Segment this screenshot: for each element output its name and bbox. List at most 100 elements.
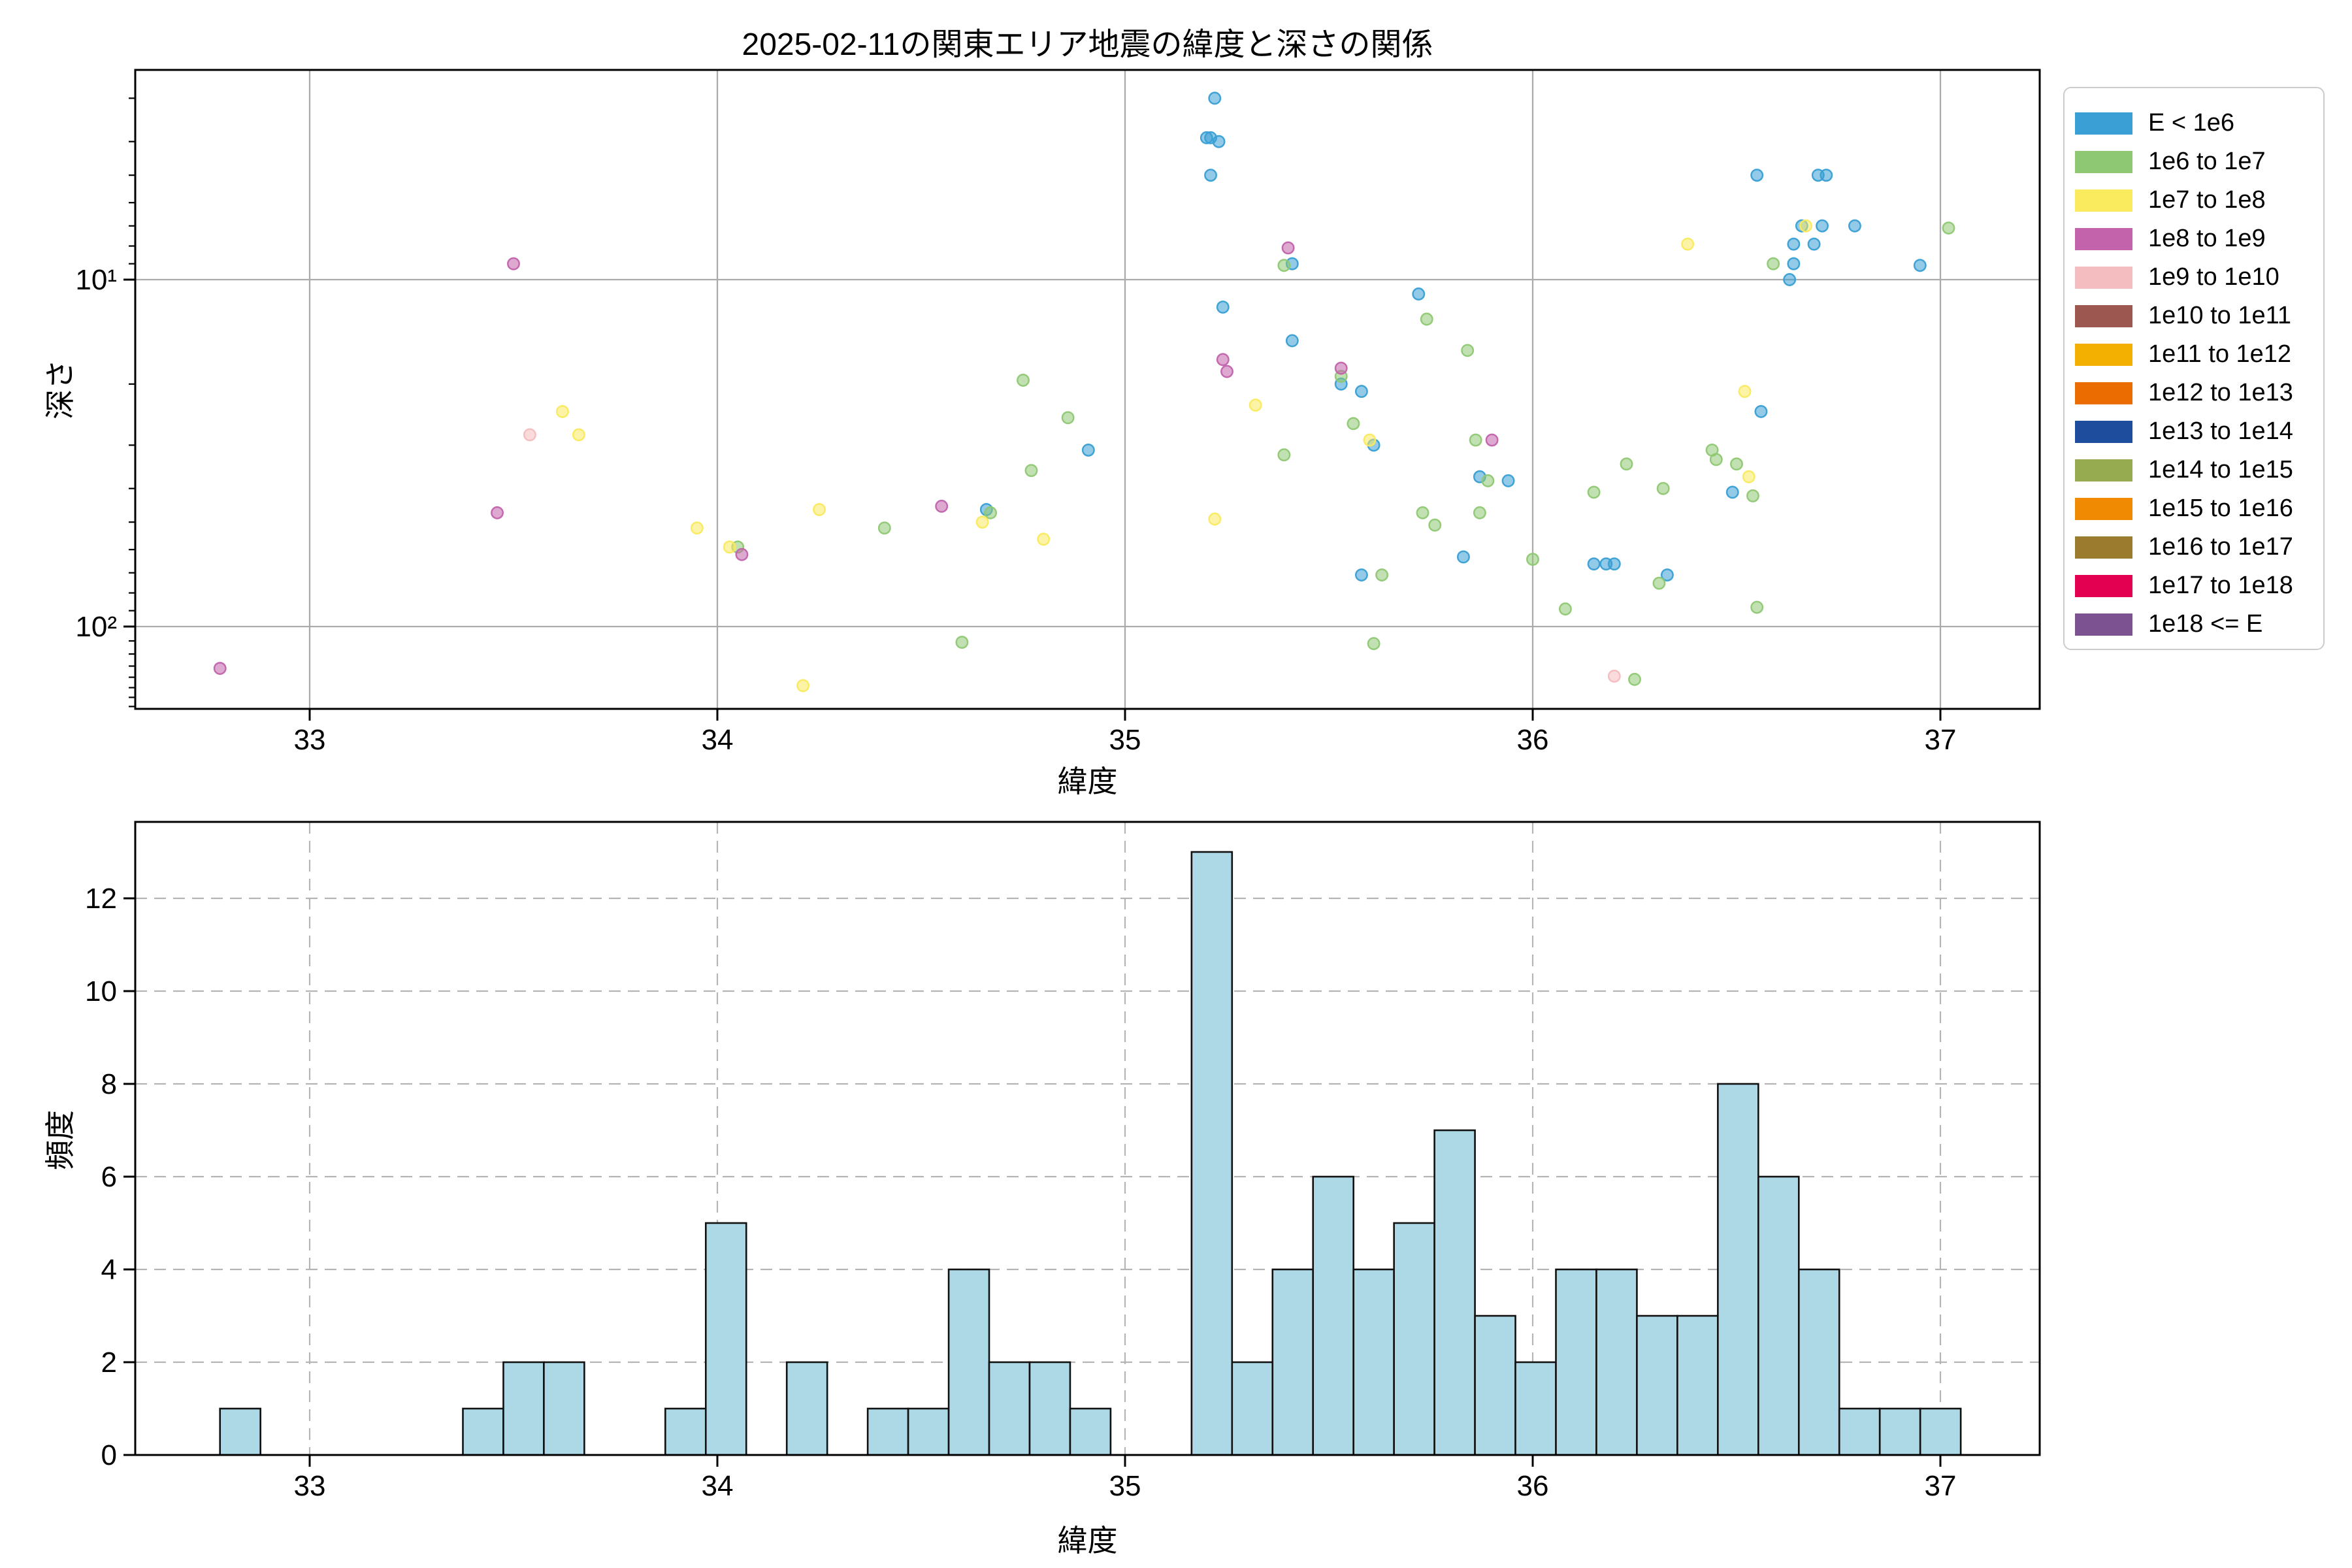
scatter-point — [1783, 273, 1797, 286]
scatter-point — [1220, 365, 1233, 378]
legend-label: 1e18 <= E — [2148, 610, 2263, 638]
scatter-point — [1469, 433, 1482, 447]
histogram-y-tick-label: 6 — [101, 1161, 117, 1193]
scatter-point — [1767, 257, 1780, 270]
scatter-point — [1024, 464, 1038, 478]
legend-swatch — [2075, 266, 2132, 289]
scatter-point — [1281, 241, 1295, 255]
scatter-point — [1249, 399, 1262, 412]
histogram-bar — [1878, 1407, 1921, 1456]
scatter-point — [1501, 474, 1515, 487]
scatter-point — [1081, 443, 1095, 457]
histogram-bar — [1636, 1315, 1678, 1456]
scatter-point — [1746, 489, 1759, 502]
scatter-point — [723, 540, 736, 554]
scatter-point — [1620, 457, 1633, 471]
scatter-point — [1461, 344, 1475, 357]
histogram-bar — [1838, 1407, 1881, 1456]
scatter-point — [491, 506, 504, 519]
scatter-point — [1485, 433, 1499, 447]
scatter-point — [1750, 169, 1764, 182]
histogram-bar — [1919, 1407, 1962, 1456]
histogram-bar — [1797, 1268, 1840, 1456]
legend-swatch — [2075, 189, 2132, 212]
scatter-x-tick-label: 33 — [294, 724, 326, 756]
histogram-bar — [1190, 851, 1233, 1456]
scatter-point — [735, 547, 749, 561]
scatter-point — [1607, 669, 1621, 683]
legend-label: 1e6 to 1e7 — [2148, 148, 2266, 175]
histogram-bar — [1676, 1315, 1719, 1456]
legend-label: 1e8 to 1e9 — [2148, 225, 2266, 252]
histogram-y-tick-label: 4 — [101, 1254, 117, 1286]
legend-item: 1e11 to 1e12 — [2075, 335, 2323, 374]
legend-label: 1e9 to 1e10 — [2148, 263, 2279, 291]
scatter-point — [1363, 433, 1377, 447]
histogram-bar — [947, 1268, 990, 1456]
scatter-point — [1354, 568, 1368, 581]
histogram-y-tick-label: 0 — [101, 1439, 117, 1471]
legend-item: 1e10 to 1e11 — [2075, 297, 2323, 335]
scatter-point — [572, 428, 585, 442]
histogram-y-tick-label: 10 — [85, 975, 117, 1007]
legend-item: 1e12 to 1e13 — [2075, 374, 2323, 412]
scatter-point — [1212, 135, 1226, 148]
scatter-point — [1416, 506, 1429, 519]
scatter-point — [1660, 568, 1674, 581]
scatter-point — [1481, 474, 1495, 487]
legend-swatch — [2075, 304, 2132, 327]
legend-label: 1e13 to 1e14 — [2148, 417, 2293, 445]
legend-label: E < 1e6 — [2148, 109, 2235, 137]
scatter-point — [1208, 91, 1222, 105]
legend-swatch — [2075, 150, 2132, 173]
legend-item: 1e13 to 1e14 — [2075, 412, 2323, 451]
scatter-point — [213, 662, 227, 675]
histogram-bar — [1312, 1175, 1354, 1456]
scatter-point — [1738, 385, 1752, 399]
histogram-bar — [704, 1222, 747, 1456]
legend-swatch — [2075, 382, 2132, 404]
scatter-point — [1607, 557, 1621, 571]
legend-swatch — [2075, 574, 2132, 597]
legend: E < 1e6 1e6 to 1e7 1e7 to 1e8 1e8 to 1e9 1e9… — [2063, 87, 2325, 650]
scatter-point — [1587, 485, 1601, 499]
histogram-bar — [785, 1361, 828, 1456]
histogram-x-tick-label: 36 — [1517, 1470, 1549, 1502]
histogram-bar — [1028, 1361, 1071, 1456]
histogram-bar — [866, 1407, 909, 1456]
scatter-point — [1216, 353, 1230, 367]
legend-label: 1e7 to 1e8 — [2148, 186, 2266, 214]
histogram-x-tick-label: 35 — [1109, 1470, 1141, 1502]
histogram-axes-frame — [134, 821, 2041, 1456]
scatter-point — [1456, 550, 1470, 564]
legend-item: E < 1e6 — [2075, 104, 2323, 142]
scatter-point — [1216, 301, 1230, 314]
scatter-point — [1354, 385, 1368, 399]
legend-item: 1e17 to 1e18 — [2075, 566, 2323, 605]
legend-item: 1e7 to 1e8 — [2075, 181, 2323, 220]
scatter-point — [1375, 568, 1389, 581]
histogram-y-axis-label: 頻度 — [43, 1110, 77, 1170]
legend-item: 1e9 to 1e10 — [2075, 258, 2323, 297]
histogram-bar — [907, 1407, 950, 1456]
scatter-point — [1204, 169, 1217, 182]
scatter-point — [1725, 485, 1739, 499]
scatter-x-tick-label: 36 — [1517, 724, 1549, 756]
scatter-point — [1420, 312, 1433, 326]
scatter-point — [1334, 361, 1348, 375]
legend-label: 1e11 to 1e12 — [2148, 340, 2292, 368]
legend-label: 1e12 to 1e13 — [2148, 379, 2293, 406]
histogram-bar — [1757, 1175, 1800, 1456]
scatter-point — [1277, 448, 1291, 462]
scatter-point — [1730, 457, 1743, 471]
legend-label: 1e15 to 1e16 — [2148, 495, 2293, 522]
histogram-bar — [988, 1361, 1031, 1456]
figure-title: 2025-02-11の関東エリア地震の緯度と深さの関係 — [742, 27, 1433, 62]
scatter-y-tick-label: 10¹ — [75, 264, 117, 296]
scatter-point — [1558, 602, 1572, 616]
legend-label: 1e14 to 1e15 — [2148, 456, 2293, 483]
scatter-point — [1799, 219, 1813, 233]
scatter-point — [555, 404, 569, 418]
scatter-point — [1656, 482, 1670, 495]
